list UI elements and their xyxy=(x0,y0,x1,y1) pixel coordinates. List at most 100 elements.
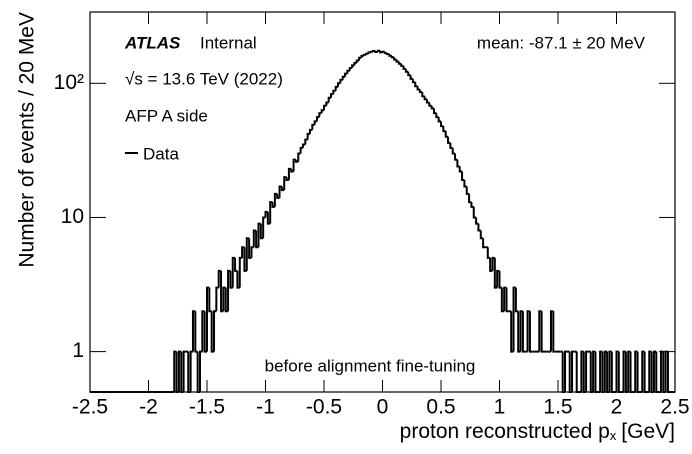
histogram-bin xyxy=(360,54,364,58)
subtitle: AFP A side xyxy=(125,106,208,125)
histogram-bin xyxy=(610,351,615,393)
histogram-bin xyxy=(414,82,418,88)
histogram-bin xyxy=(552,311,556,353)
histogram-bin xyxy=(505,287,509,313)
histogram-bin xyxy=(386,53,390,56)
x-tick-label: -1 xyxy=(256,396,275,419)
histogram-bin xyxy=(594,351,598,393)
histogram-bin xyxy=(215,286,219,312)
status: Internal xyxy=(200,33,257,52)
histogram-bin xyxy=(255,230,259,249)
histogram-bin xyxy=(229,270,233,289)
x-tick-label: 1 xyxy=(494,396,506,419)
histogram-bin xyxy=(477,223,481,232)
histogram-bin xyxy=(262,216,266,239)
histogram-bin xyxy=(540,311,544,353)
histogram-bin xyxy=(390,55,395,59)
histogram-bin xyxy=(311,123,315,130)
histogram-bin xyxy=(266,211,271,225)
histogram-bin xyxy=(458,166,463,173)
y-tick-label: 1 xyxy=(72,339,84,362)
histogram-bin xyxy=(369,50,374,53)
histogram-bin xyxy=(629,351,633,393)
histogram-bin xyxy=(564,350,568,392)
x-tick-label: 2.5 xyxy=(660,396,689,419)
histogram-bin xyxy=(194,311,198,353)
x-axis-label: proton reconstructed px [GeV] xyxy=(400,420,675,444)
histogram-bin xyxy=(397,61,402,65)
histogram-bin xyxy=(353,61,357,66)
histogram-bin xyxy=(346,69,350,74)
histogram-bin xyxy=(367,51,371,54)
histogram-bin xyxy=(442,126,446,133)
histogram-bin xyxy=(411,78,416,84)
x-tick-label: 2 xyxy=(611,396,623,419)
histogram-bin xyxy=(339,78,343,84)
histogram-bin xyxy=(444,131,449,138)
histogram-bin xyxy=(304,138,308,145)
histogram-bin xyxy=(514,287,519,313)
note: before alignment fine-tuning xyxy=(265,356,476,375)
histogram-bin xyxy=(315,116,320,122)
experiment: ATLAS xyxy=(124,33,181,52)
histogram-bin xyxy=(264,210,268,218)
histogram-bin xyxy=(404,68,409,73)
histogram-bin xyxy=(463,180,467,188)
x-tick-label: 0 xyxy=(377,396,389,419)
x-tick-label: -2.5 xyxy=(72,396,108,419)
histogram-bin xyxy=(334,85,339,91)
histogram-bin xyxy=(323,104,327,111)
histogram-bin xyxy=(383,51,388,55)
histogram-bin xyxy=(456,159,460,168)
histogram-bin xyxy=(435,113,439,119)
histogram-bin xyxy=(423,96,427,101)
histogram-bin xyxy=(479,230,484,240)
histogram-bin xyxy=(250,246,254,258)
histogram-bin xyxy=(636,351,640,393)
histogram-bin xyxy=(475,217,479,225)
histogram-bin xyxy=(182,350,186,392)
histogram-bin xyxy=(290,168,294,173)
histogram-bin xyxy=(365,52,369,55)
histogram-bin xyxy=(234,257,238,272)
histogram-bin xyxy=(428,102,432,107)
energy: √s = 13.6 TeV (2022) xyxy=(125,69,283,88)
histogram-bin xyxy=(416,86,420,91)
histogram-bin xyxy=(666,351,671,393)
histogram-bin xyxy=(493,257,498,289)
x-label-text: proton reconstructed p xyxy=(400,420,610,443)
x-label-unit: [GeV] xyxy=(621,420,675,443)
histogram-bin xyxy=(486,247,491,259)
histogram-bin xyxy=(313,120,317,125)
histogram-bin xyxy=(320,109,324,114)
histogram-bin xyxy=(500,287,505,313)
histogram-bin xyxy=(643,351,647,393)
histogram-bin xyxy=(491,256,495,271)
histogram-bin xyxy=(301,143,306,148)
histogram-bin xyxy=(575,351,580,393)
histogram-bin xyxy=(655,351,659,393)
histogram-bin xyxy=(220,270,224,313)
histogram-bin xyxy=(348,67,353,71)
histogram-bin xyxy=(213,310,217,352)
histogram-bin xyxy=(461,171,465,182)
histogram-bin xyxy=(203,311,207,353)
histogram-bin xyxy=(358,56,362,61)
histogram-bin xyxy=(407,71,411,77)
histogram-bin xyxy=(318,112,322,118)
histogram-bin xyxy=(521,311,526,353)
histogram-bin xyxy=(273,192,278,207)
histogram-bin xyxy=(381,50,385,53)
histogram-bin xyxy=(374,51,378,54)
x-label-sub: x xyxy=(610,428,617,443)
histogram-bin xyxy=(470,202,474,208)
annotation: mean: -87.1 ± 20 MeV xyxy=(477,33,646,52)
histogram-bin xyxy=(351,64,355,69)
histogram-bin xyxy=(330,93,334,98)
histogram-bin xyxy=(585,350,589,392)
histogram-bin xyxy=(402,65,406,70)
x-tick-label: -0.5 xyxy=(306,396,342,419)
histogram-bin xyxy=(468,193,472,204)
legend-label: Data xyxy=(143,144,179,163)
histogram-bin xyxy=(400,63,404,67)
